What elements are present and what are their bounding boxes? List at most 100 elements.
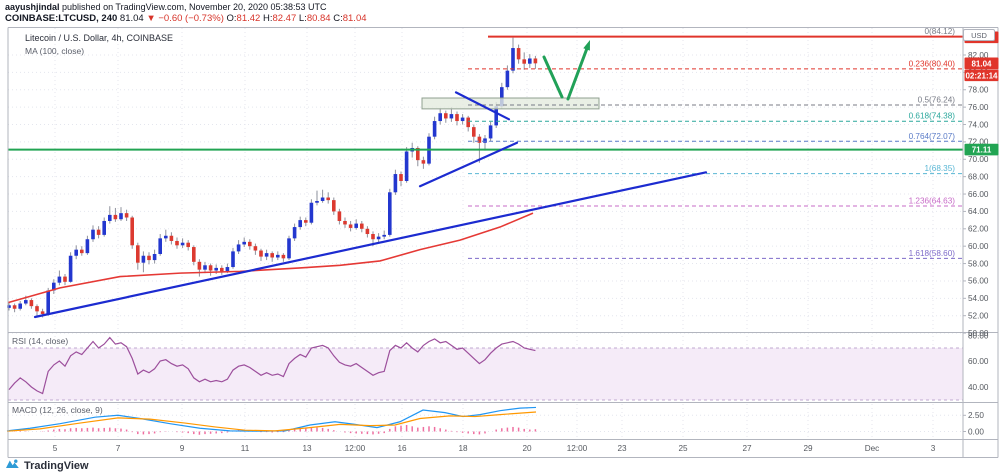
price-badge xyxy=(964,69,999,82)
price-badge-text: 02:21:14 xyxy=(965,71,998,80)
candle-body xyxy=(141,255,146,263)
arrow-head xyxy=(583,40,590,51)
candle-body xyxy=(477,136,482,143)
price-tick-label: 60.00 xyxy=(968,242,989,251)
support-zone-box xyxy=(421,97,600,110)
high-value: 82.47 xyxy=(272,13,297,24)
rsi-line xyxy=(8,336,536,395)
candle-body xyxy=(259,250,263,257)
time-tick-label: 13 xyxy=(302,444,312,453)
rsi-band-fill xyxy=(8,348,963,400)
candle-body xyxy=(298,220,302,228)
price-tick-label: 50.00 xyxy=(968,329,989,338)
candle-body xyxy=(276,254,280,258)
time-tick-label: 12:00 xyxy=(567,444,588,453)
open-value: 81.42 xyxy=(236,13,261,24)
candle-body xyxy=(46,290,50,314)
fib-level-label: 0.618(74.38) xyxy=(909,112,956,121)
fib-level-label: 0(84.12) xyxy=(925,27,956,36)
macd-layer xyxy=(6,406,537,435)
close-value: 81.04 xyxy=(342,13,367,24)
candle-body xyxy=(522,59,526,64)
candle-body xyxy=(466,117,470,128)
macd-tick-label: 2.50 xyxy=(968,411,984,420)
candle-body xyxy=(102,220,106,235)
candle-body xyxy=(505,70,510,88)
candle-body xyxy=(208,265,213,271)
candle-body xyxy=(12,305,17,309)
candle-body xyxy=(348,224,353,228)
author-name: aayushjindal xyxy=(5,2,60,12)
candle-body xyxy=(432,121,437,137)
time-tick-label: 3 xyxy=(931,444,936,453)
candle-body xyxy=(393,174,398,193)
time-axis[interactable]: 5 7 9 11 13 12:00 16 18 20 12:00 23 25 27 29 Dec 3 xyxy=(53,444,936,453)
high-label: H: xyxy=(262,13,273,24)
rsi-tick-label: 40.00 xyxy=(968,383,989,392)
price-tick-label: 70.00 xyxy=(968,155,989,164)
price-badge-text: 71.11 xyxy=(972,146,992,155)
open-label: O: xyxy=(226,13,237,24)
candle-body xyxy=(91,229,95,240)
time-tick-label: 12:00 xyxy=(345,444,366,453)
candle-body xyxy=(80,249,84,254)
candle-body xyxy=(236,244,241,252)
candle-body xyxy=(326,197,330,201)
candle-body xyxy=(320,197,325,201)
candle-body xyxy=(248,241,252,247)
candle-body xyxy=(186,242,190,248)
trendline xyxy=(454,91,511,121)
candle-body xyxy=(264,253,269,257)
candle-body xyxy=(449,114,454,119)
last-price: 81.04 xyxy=(119,13,144,24)
candle-body xyxy=(494,106,498,126)
price-tick-label: 64.00 xyxy=(968,207,989,216)
time-tick-label: 7 xyxy=(116,444,121,453)
time-tick-label: 23 xyxy=(617,444,627,453)
candle-body xyxy=(169,235,174,241)
candle-body xyxy=(29,300,34,307)
candle-body xyxy=(455,114,459,122)
price-tick-label: 62.00 xyxy=(968,225,989,234)
candle-body xyxy=(124,213,129,218)
price-tick-label: 66.00 xyxy=(968,190,989,199)
candle-body xyxy=(309,202,314,223)
candle-body xyxy=(516,48,521,60)
rsi-band xyxy=(8,347,963,401)
candle-body xyxy=(96,229,101,235)
byline: aayushjindal published on TradingView.co… xyxy=(5,2,327,12)
candle-body xyxy=(292,227,297,239)
tradingview-logo-text: TradingView xyxy=(24,459,89,472)
price-axis[interactable]: 82.00 80.00 78.00 76.00 74.00 72.00 70.00 68.00… xyxy=(963,51,989,437)
price-tick-label: 82.00 xyxy=(968,51,989,60)
chart-title: Litecoin / U.S. Dollar, 4h, COINBASE xyxy=(25,33,174,43)
candle-body xyxy=(231,251,235,268)
currency-toggle-button[interactable]: USD xyxy=(963,29,995,41)
low-value: 80.84 xyxy=(306,13,331,24)
price-badge xyxy=(964,57,999,70)
candle-body xyxy=(57,276,62,283)
candle-body xyxy=(192,247,196,262)
time-tick-label: 5 xyxy=(53,444,58,453)
tradingview-branding[interactable]: TradingView xyxy=(5,458,89,473)
candle-body xyxy=(360,223,364,229)
candle-body xyxy=(68,255,73,282)
candle-body xyxy=(242,241,246,245)
rsi-indicator-label: RSI (14, close) xyxy=(12,336,69,346)
candle-body xyxy=(315,200,319,203)
time-tick-label: 25 xyxy=(678,444,688,453)
fib-level-label: 0.236(80.40) xyxy=(909,59,956,68)
rsi-tick-label: 60.00 xyxy=(968,357,989,366)
candle-body xyxy=(472,127,476,137)
candle-body xyxy=(337,211,342,221)
candle-body xyxy=(533,58,538,64)
fib-level-label: 0.5(76.24) xyxy=(918,96,956,105)
candle-body xyxy=(40,311,45,314)
rsi-tick-label: 80.00 xyxy=(968,331,989,340)
candle-body xyxy=(24,300,28,304)
candle-body xyxy=(52,282,56,291)
tradingview-logo-icon xyxy=(5,457,20,474)
macd-signal-line xyxy=(6,411,537,432)
candle-body xyxy=(343,220,347,225)
